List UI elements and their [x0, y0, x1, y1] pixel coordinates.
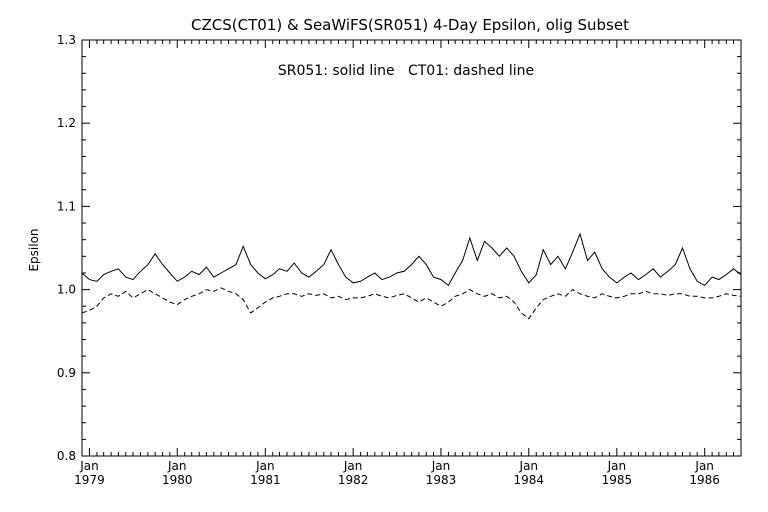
- x-tick-label-year: 1986: [689, 473, 720, 487]
- y-tick-label: 1.2: [57, 116, 76, 130]
- x-tick-label-year: 1985: [602, 473, 633, 487]
- y-tick-label: 0.8: [57, 449, 76, 463]
- x-tick-label-month: Jan: [694, 459, 714, 473]
- x-tick-label-month: Jan: [431, 459, 451, 473]
- x-tick-label-year: 1980: [162, 473, 193, 487]
- x-tick-label-year: 1983: [426, 473, 457, 487]
- chart-title: CZCS(CT01) & SeaWiFS(SR051) 4-Day Epsilo…: [191, 16, 629, 34]
- plot-frame: [81, 39, 742, 457]
- axis-layer: 0.80.91.01.11.21.3Jan1979Jan1980Jan1981J…: [57, 33, 742, 487]
- series-annotation: SR051: solid line CT01: dashed line: [278, 63, 534, 79]
- x-tick-label-month: Jan: [255, 459, 275, 473]
- x-tick-label-month: Jan: [519, 459, 539, 473]
- series-layer: [81, 232, 742, 320]
- x-tick-label-year: 1982: [338, 473, 369, 487]
- x-tick-label-month: Jan: [79, 459, 99, 473]
- x-tick-label-year: 1981: [250, 473, 281, 487]
- y-tick-label: 1.0: [57, 283, 76, 297]
- x-tick-label-month: Jan: [343, 459, 363, 473]
- x-tick-label-year: 1984: [514, 473, 545, 487]
- y-tick-label: 0.9: [57, 366, 76, 380]
- x-tick-label-month: Jan: [607, 459, 627, 473]
- y-tick-label: 1.1: [57, 199, 76, 213]
- series-line-sr051: [81, 232, 742, 287]
- y-tick-label: 1.3: [57, 33, 76, 47]
- x-tick-label-year: 1979: [74, 473, 105, 487]
- x-tick-label-month: Jan: [167, 459, 187, 473]
- y-axis-label: Epsilon: [27, 228, 41, 271]
- series-line-ct01: [81, 287, 742, 320]
